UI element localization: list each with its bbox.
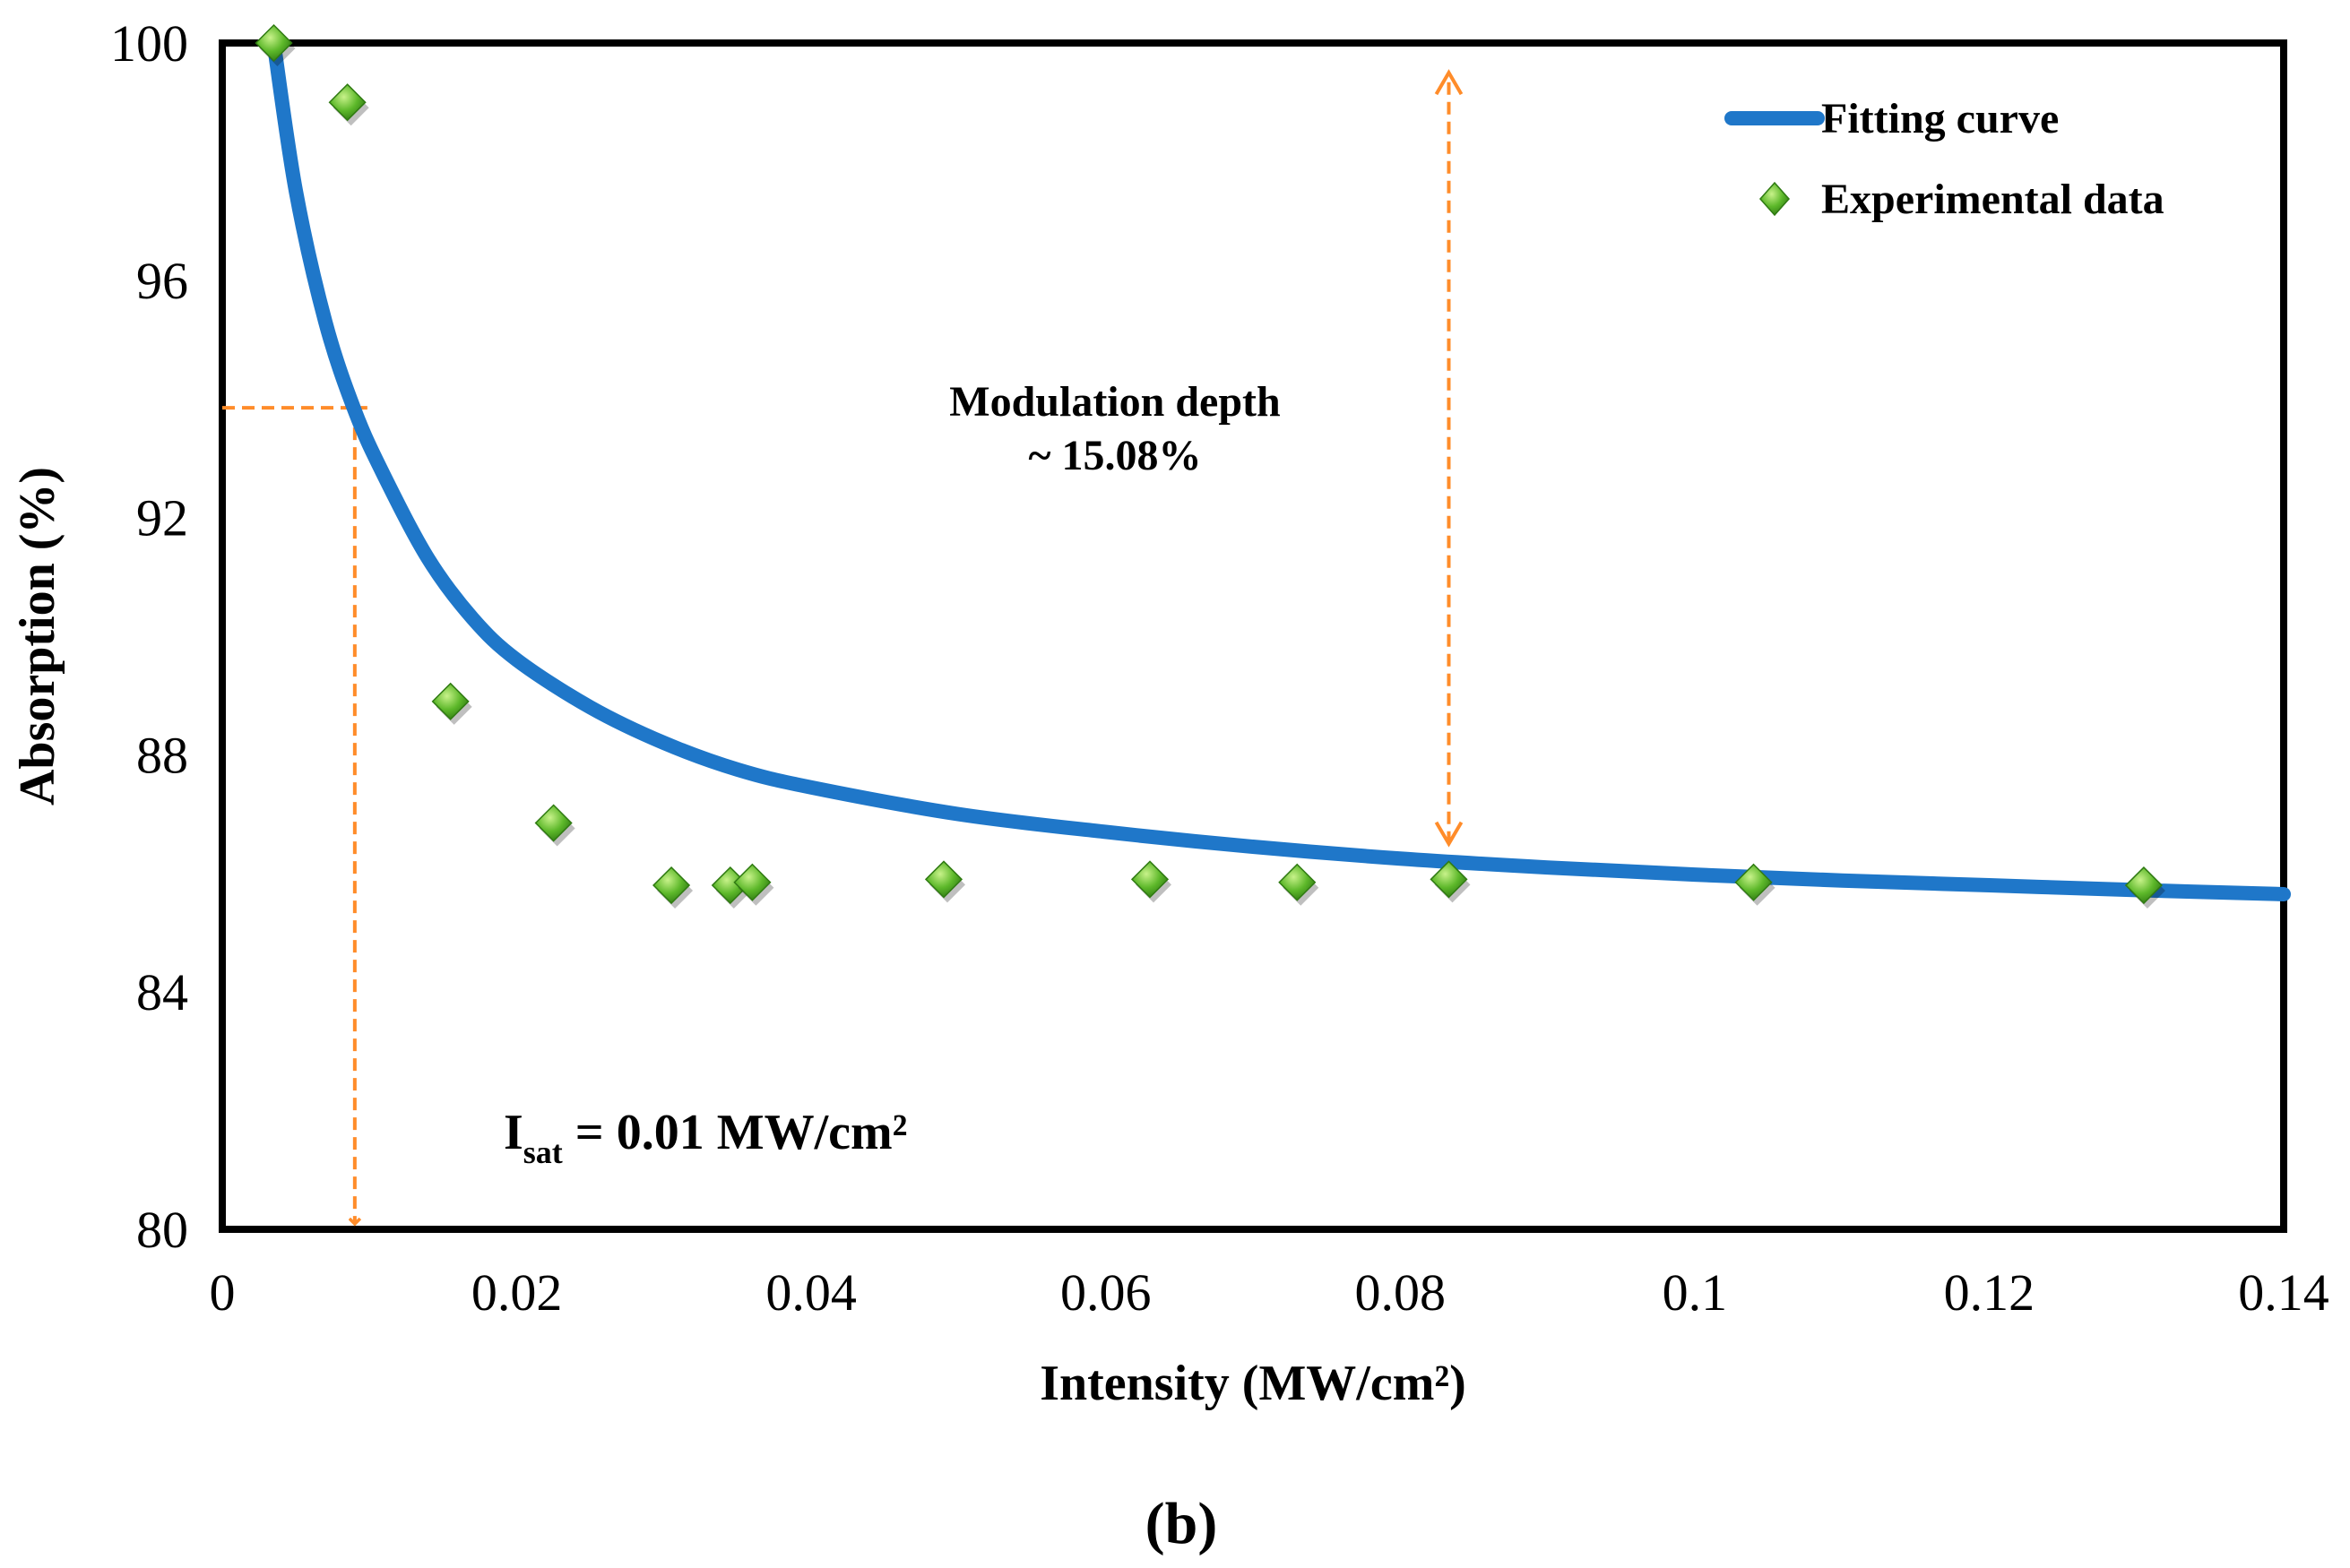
x-tick-label: 0.12 [1944,1263,2035,1322]
x-tick-label: 0.06 [1060,1263,1152,1322]
legend-label-experimental-data: Experimental data [1821,176,2164,223]
panel-label: (b) [1145,1491,1218,1556]
plot-frame [219,39,2287,1233]
modulation-depth-value: ~ 15.08% [1029,432,1202,479]
y-tick-label: 84 [136,963,188,1021]
data-point [1430,860,1468,899]
data-point [2124,866,2163,905]
modulation-depth-label: Modulation depth [949,378,1280,426]
data-point [534,804,573,842]
y-tick-label: 92 [136,489,188,547]
isat-label-symbol: I [504,1105,523,1160]
experimental-data-series [255,23,2165,909]
y-tick-label: 96 [136,252,188,310]
y-axis-label: Absorption (%) [10,467,65,806]
x-tick-label: 0.04 [765,1263,857,1322]
x-tick-label: 0.02 [471,1263,563,1322]
data-point [652,866,691,905]
isat-label-subscript: sat [523,1134,563,1170]
x-axis-label: Intensity (MW/cm²) [1040,1356,1466,1411]
isat-label: Isat = 0.01 MW/cm² [504,1105,907,1170]
data-point [1734,863,1773,901]
x-tick-label: 0.1 [1663,1263,1728,1322]
data-point [328,83,367,122]
legend-diamond-swatch [1758,181,1791,217]
fitting-curve-series [266,36,2291,901]
data-point [431,682,470,720]
data-point [1278,863,1317,901]
x-tick-label: 0.08 [1355,1263,1447,1322]
data-point [1130,860,1170,899]
legend: Fitting curve Experimental data [1724,95,2164,223]
y-tick-label: 88 [136,726,188,784]
modulation-depth-arrowhead-top [1434,69,1464,96]
x-tick-label: 0.14 [2238,1263,2329,1322]
modulation-depth-arrowhead-bottom [1434,821,1464,848]
y-tick-label: 80 [136,1201,188,1259]
data-point [924,860,963,899]
fitting-curve-line [266,36,2291,901]
y-tick-label: 100 [110,14,188,73]
data-point [255,23,293,63]
isat-label-value: = 0.01 MW/cm² [563,1105,908,1160]
legend-label-fitting-curve: Fitting curve [1821,95,2059,142]
x-axis-ticks: 0 0.02 0.04 0.06 0.08 0.1 0.12 0.14 [210,1263,2329,1322]
annotation-guides [222,69,1464,1224]
x-tick-label: 0 [210,1263,236,1322]
y-axis-ticks: 80 84 88 92 96 100 [110,14,188,1259]
data-point [733,863,772,901]
